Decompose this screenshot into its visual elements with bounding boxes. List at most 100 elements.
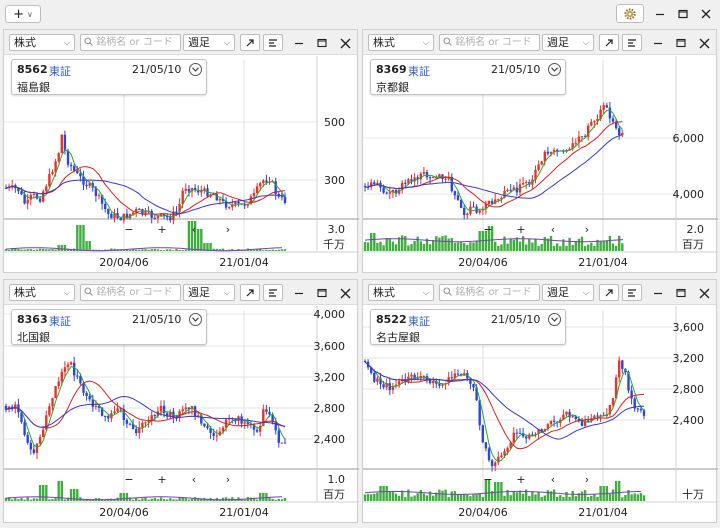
- scroll-left-icon[interactable]: ‹: [192, 223, 196, 236]
- minimize-icon: [656, 13, 664, 16]
- candle-body: [490, 201, 494, 204]
- volume-bar: [11, 499, 14, 501]
- chevron-down-icon[interactable]: [548, 63, 561, 76]
- candle-body: [104, 203, 107, 210]
- panel-close-button[interactable]: [696, 35, 712, 51]
- volume-bar: [413, 495, 416, 501]
- candle-body: [404, 182, 407, 184]
- volume-bars: [363, 226, 624, 251]
- zoom-in-icon[interactable]: +: [157, 223, 166, 236]
- moving-average-mid: [5, 380, 286, 429]
- scroll-right-icon[interactable]: ›: [585, 473, 589, 486]
- window-maximize-button[interactable]: [673, 4, 693, 24]
- candlestick-chart[interactable]: − + ‹ › 6,000 4,000 2.0 百万 20/04/06 21/01/04: [363, 56, 718, 273]
- popout-button[interactable]: [599, 284, 619, 301]
- panel-minimize-button[interactable]: [650, 35, 666, 51]
- moving-average-short: [364, 361, 645, 462]
- panel-minimize-button[interactable]: [650, 285, 666, 301]
- chevron-down-icon[interactable]: [548, 313, 561, 326]
- search-input[interactable]: 銘柄名 or コード: [80, 284, 181, 301]
- panel-maximize-button[interactable]: [673, 285, 689, 301]
- candle-body: [450, 176, 453, 192]
- type-select[interactable]: 株式 ⌵: [9, 284, 75, 301]
- panel-maximize-button[interactable]: [314, 285, 330, 301]
- panel-close-button[interactable]: [337, 35, 353, 51]
- scroll-right-icon[interactable]: ›: [585, 223, 589, 236]
- search-input[interactable]: 銘柄名 or コード: [439, 34, 540, 51]
- volume-bar: [503, 495, 506, 501]
- popout-icon: [605, 288, 613, 296]
- type-select[interactable]: 株式 ⌵: [368, 284, 434, 301]
- volume-bar: [562, 239, 565, 251]
- zoom-in-icon[interactable]: +: [516, 223, 525, 236]
- popout-button[interactable]: [599, 34, 619, 51]
- period-select[interactable]: 週足 ⌵: [183, 284, 235, 301]
- scroll-left-icon[interactable]: ‹: [192, 473, 196, 486]
- candle-body: [416, 177, 419, 180]
- volume-bar: [122, 250, 125, 251]
- period-select[interactable]: 週足 ⌵: [542, 284, 594, 301]
- menu-button[interactable]: [622, 34, 642, 51]
- volume-bar: [181, 497, 184, 501]
- volume-bar: [459, 494, 463, 501]
- chevron-down-icon[interactable]: [189, 313, 202, 326]
- candlestick-chart[interactable]: − + ‹ › 500 300 3.0 千万 20/04/06 21/01/04: [4, 56, 359, 273]
- candle-body: [469, 206, 472, 214]
- candle-body: [419, 173, 422, 180]
- volume-bar: [494, 241, 497, 251]
- candle-body: [404, 379, 407, 382]
- volume-bar: [565, 245, 568, 251]
- chevron-down-icon[interactable]: [189, 63, 202, 76]
- panel-minimize-button[interactable]: [291, 35, 307, 51]
- menu-button[interactable]: [622, 284, 642, 301]
- zoom-in-icon[interactable]: +: [516, 473, 525, 486]
- window-close-button[interactable]: [696, 4, 716, 24]
- zoom-in-icon[interactable]: +: [157, 473, 166, 486]
- scroll-left-icon[interactable]: ‹: [551, 223, 555, 236]
- volume-bar: [447, 238, 450, 251]
- menu-button[interactable]: [263, 34, 283, 51]
- type-select[interactable]: 株式 ⌵: [9, 34, 75, 51]
- volume-bar: [472, 494, 475, 501]
- panel-maximize-button[interactable]: [314, 35, 330, 51]
- candlestick-chart[interactable]: − + ‹ › 3,600 3,200 2,800 2,400 十万 20/04/06 21/01/…: [363, 306, 718, 523]
- scroll-right-icon[interactable]: ›: [226, 223, 230, 236]
- panel-close-button[interactable]: [337, 285, 353, 301]
- window-minimize-button[interactable]: [650, 4, 670, 24]
- settings-button[interactable]: [616, 4, 644, 23]
- volume-bar: [521, 493, 525, 501]
- type-select[interactable]: 株式 ⌵: [368, 34, 434, 51]
- volume-bar: [38, 485, 42, 501]
- panel-close-button[interactable]: [696, 285, 712, 301]
- candle-body: [540, 161, 543, 165]
- candle-body: [262, 409, 265, 426]
- volume-bar: [259, 493, 262, 501]
- candle-body: [413, 177, 416, 182]
- volume-bar: [453, 242, 457, 251]
- candle-body: [88, 396, 91, 400]
- zoom-out-icon[interactable]: −: [124, 223, 133, 236]
- period-select[interactable]: 週足 ⌵: [183, 34, 235, 51]
- volume-tick-label: 3.0: [328, 223, 346, 236]
- zoom-out-icon[interactable]: −: [124, 473, 133, 486]
- volume-bar: [45, 249, 48, 251]
- candle-body: [88, 183, 91, 186]
- volume-bar: [397, 495, 401, 501]
- candle-body: [29, 442, 32, 450]
- zoom-out-icon[interactable]: −: [483, 223, 492, 236]
- volume-bar: [147, 499, 150, 501]
- period-select[interactable]: 週足 ⌵: [542, 34, 594, 51]
- add-chart-button[interactable]: + ∨: [5, 5, 41, 23]
- panel-maximize-button[interactable]: [673, 35, 689, 51]
- popout-button[interactable]: [240, 284, 260, 301]
- panel-minimize-button[interactable]: [291, 285, 307, 301]
- search-input[interactable]: 銘柄名 or コード: [439, 284, 540, 301]
- scroll-right-icon[interactable]: ›: [226, 473, 230, 486]
- candle-body: [38, 437, 42, 444]
- popout-button[interactable]: [240, 34, 260, 51]
- menu-button[interactable]: [263, 284, 283, 301]
- scroll-left-icon[interactable]: ‹: [551, 473, 555, 486]
- date-tick-label: 21/01/04: [578, 256, 627, 269]
- zoom-out-icon[interactable]: −: [483, 473, 492, 486]
- search-input[interactable]: 銘柄名 or コード: [80, 34, 181, 51]
